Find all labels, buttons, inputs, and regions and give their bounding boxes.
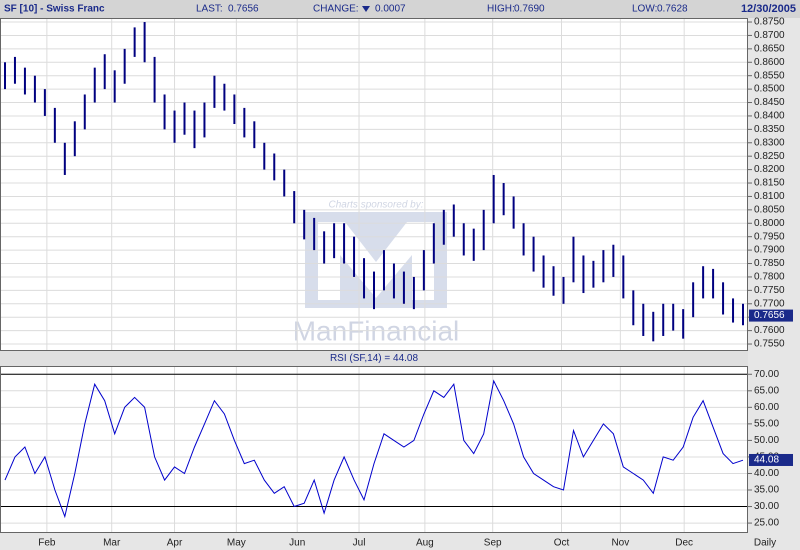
rsi-line: [4, 379, 744, 519]
y-tick-label: 0.8250: [754, 151, 785, 162]
watermark: Charts sponsored by: ManFinancial: [293, 200, 460, 347]
symbol: SF [10] - Swiss Franc: [4, 4, 105, 15]
y-tick-label: 0.8550: [754, 70, 785, 81]
y-tick-label: 0.7550: [754, 339, 785, 350]
watermark-sponsor: Charts sponsored by:: [328, 200, 423, 211]
price-frame: [0, 18, 748, 351]
y-tick-label: 0.8450: [754, 97, 785, 108]
y-tick-label: 0.7950: [754, 231, 785, 242]
y-tick-label: 0.7700: [754, 298, 785, 309]
x-tick-label: Nov: [611, 538, 629, 549]
y-tick-label: 55.00: [754, 419, 779, 430]
y-tick-label: 0.8100: [754, 191, 785, 202]
x-tick-label: Jun: [289, 538, 305, 549]
y-tick-label: 70.00: [754, 369, 779, 380]
y-tick-label: 0.8150: [754, 178, 785, 189]
x-tick-label: Aug: [416, 538, 434, 549]
high-label: HIGH:: [487, 4, 515, 15]
y-tick-label: 0.8600: [754, 57, 785, 68]
y-tick-label: 0.8700: [754, 30, 785, 41]
x-tick-label: Apr: [167, 538, 183, 549]
logo-m: [318, 222, 434, 300]
x-axis-strip: [0, 533, 748, 550]
y-tick-label: 35.00: [754, 485, 779, 496]
y-tick-label: 0.8000: [754, 218, 785, 229]
low-label: LOW:: [632, 4, 657, 15]
y-tick-label: 0.8750: [754, 17, 785, 28]
y-tick-label: 0.8500: [754, 84, 785, 95]
x-tick-label: Jul: [353, 538, 366, 549]
rsi-title: RSI (SF,14) = 44.08: [330, 353, 419, 364]
x-tick-label: Oct: [554, 538, 570, 549]
last-label: LAST:: [196, 4, 223, 15]
down-arrow: [362, 6, 370, 12]
y-tick-label: 50.00: [754, 435, 779, 446]
change: 0.0007: [375, 4, 406, 15]
last-marker-box: [749, 453, 793, 466]
y-tick-label: 0.7900: [754, 245, 785, 256]
y-tick-label: 0.7850: [754, 258, 785, 269]
change-label: CHANGE:: [313, 4, 359, 15]
header-bar: [0, 0, 800, 18]
y-tick-label: 0.8200: [754, 164, 785, 175]
last-marker-label: 44.08: [754, 455, 779, 466]
last: 0.7656: [228, 4, 259, 15]
y-tick-label: 0.7750: [754, 285, 785, 296]
y-tick-label: 0.7600: [754, 325, 785, 336]
x-tick-label: Feb: [38, 538, 56, 549]
x-tick-label: Mar: [103, 538, 121, 549]
x-tick-label: May: [227, 538, 246, 549]
y-tick-label: 30.00: [754, 501, 779, 512]
y-tick-label: 60.00: [754, 402, 779, 413]
y-tick-label: 0.8350: [754, 124, 785, 135]
last-marker-box: [749, 309, 793, 322]
y-tick-label: 0.8400: [754, 111, 785, 122]
x-axis-label: Daily: [754, 538, 776, 549]
y-tick-label: 0.7800: [754, 272, 785, 283]
high: 0.7690: [514, 4, 545, 15]
y-tick-label: 40.00: [754, 468, 779, 479]
y-tick-label: 0.8300: [754, 137, 785, 148]
y-tick-label: 65.00: [754, 385, 779, 396]
x-tick-label: Dec: [675, 538, 693, 549]
date: 12/30/2005: [741, 3, 796, 15]
low: 0.7628: [657, 4, 688, 15]
last-marker-label: 0.7656: [754, 310, 785, 321]
x-tick-label: Sep: [484, 538, 502, 549]
y-tick-label: 25.00: [754, 518, 779, 529]
y-tick-label: 0.8650: [754, 43, 785, 54]
rsi-frame: [0, 366, 748, 533]
rsi-header-bar: [0, 351, 748, 366]
y-tick-label: 0.8050: [754, 204, 785, 215]
